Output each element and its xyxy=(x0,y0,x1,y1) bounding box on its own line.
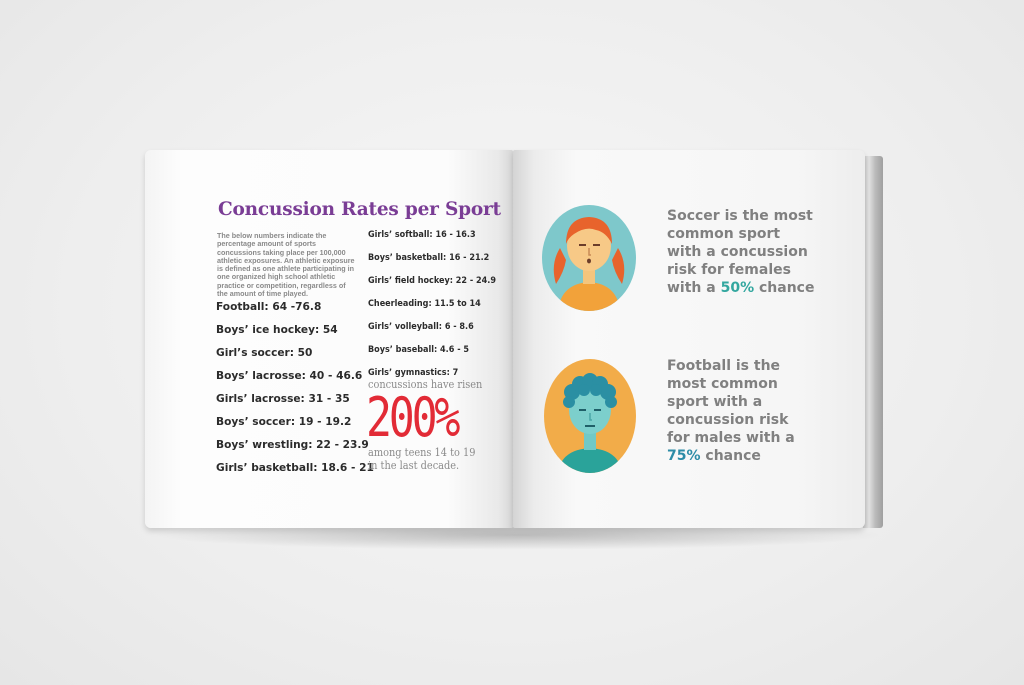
rate-item: Football: 64 -76.8 xyxy=(216,301,322,313)
fact-line-last: 75% chance xyxy=(667,447,795,465)
rate-item: Girls’ gymnastics: 7 xyxy=(368,367,459,378)
stat-caption-line: among teens 14 to 19 xyxy=(368,445,476,459)
female-avatar-icon xyxy=(542,205,636,311)
fact-line: risk for females xyxy=(667,262,791,278)
fact-line: sport with a xyxy=(667,394,763,410)
stat-caption-bottom: among teens 14 to 19 in the last decade. xyxy=(368,446,475,472)
rate-item: Boys’ soccer: 19 - 19.2 xyxy=(216,416,352,428)
fact-text: with a xyxy=(667,280,721,296)
fact-text: chance xyxy=(754,280,815,296)
fact-text: chance xyxy=(700,448,761,464)
page-edge-stack xyxy=(863,156,883,528)
male-avatar-icon xyxy=(544,359,636,473)
rate-item: Girls’ softball: 16 - 16.3 xyxy=(368,229,476,240)
fact-line: Soccer is the most xyxy=(667,208,813,224)
rate-item: Girls’ volleyball: 6 - 8.6 xyxy=(368,321,474,332)
rate-item: Girls’ field hockey: 22 - 24.9 xyxy=(368,275,496,286)
fact-line: for males with a xyxy=(667,430,795,446)
fact-highlight: 75% xyxy=(667,448,701,464)
male-fact: Football is the most common sport with a… xyxy=(667,357,795,465)
stat-caption-line: in the last decade. xyxy=(368,458,460,472)
stat-value: 200% xyxy=(366,386,460,449)
fact-line: Football is the xyxy=(667,358,781,374)
rate-item: Boys’ ice hockey: 54 xyxy=(216,324,338,336)
page-title: Concussion Rates per Sport xyxy=(218,199,501,220)
rate-item: Boys’ lacrosse: 40 - 46.6 xyxy=(216,370,363,382)
fact-line: common sport xyxy=(667,226,781,242)
fact-line-last: with a 50% chance xyxy=(667,279,814,297)
stat-caption-top: concussions have risen xyxy=(368,377,483,391)
female-fact: Soccer is the most common sport with a c… xyxy=(667,207,814,297)
fact-line: concussion risk xyxy=(667,412,789,428)
rate-item: Girls’ basketball: 18.6 - 21 xyxy=(216,462,374,474)
intro-text: The below numbers indicate the percentag… xyxy=(217,231,355,299)
rate-item: Girls’ lacrosse: 31 - 35 xyxy=(216,393,350,405)
left-page xyxy=(145,150,513,528)
rate-item: Cheerleading: 11.5 to 14 xyxy=(368,298,481,309)
fact-highlight: 50% xyxy=(720,280,755,296)
fact-line: most common xyxy=(667,376,778,392)
rate-item: Boys’ baseball: 4.6 - 5 xyxy=(368,344,469,355)
rate-item: Boys’ basketball: 16 - 21.2 xyxy=(368,252,490,263)
fact-line: with a concussion xyxy=(667,244,808,260)
rate-item: Girl’s soccer: 50 xyxy=(216,347,313,359)
rate-item: Boys’ wrestling: 22 - 23.9 xyxy=(216,439,369,451)
